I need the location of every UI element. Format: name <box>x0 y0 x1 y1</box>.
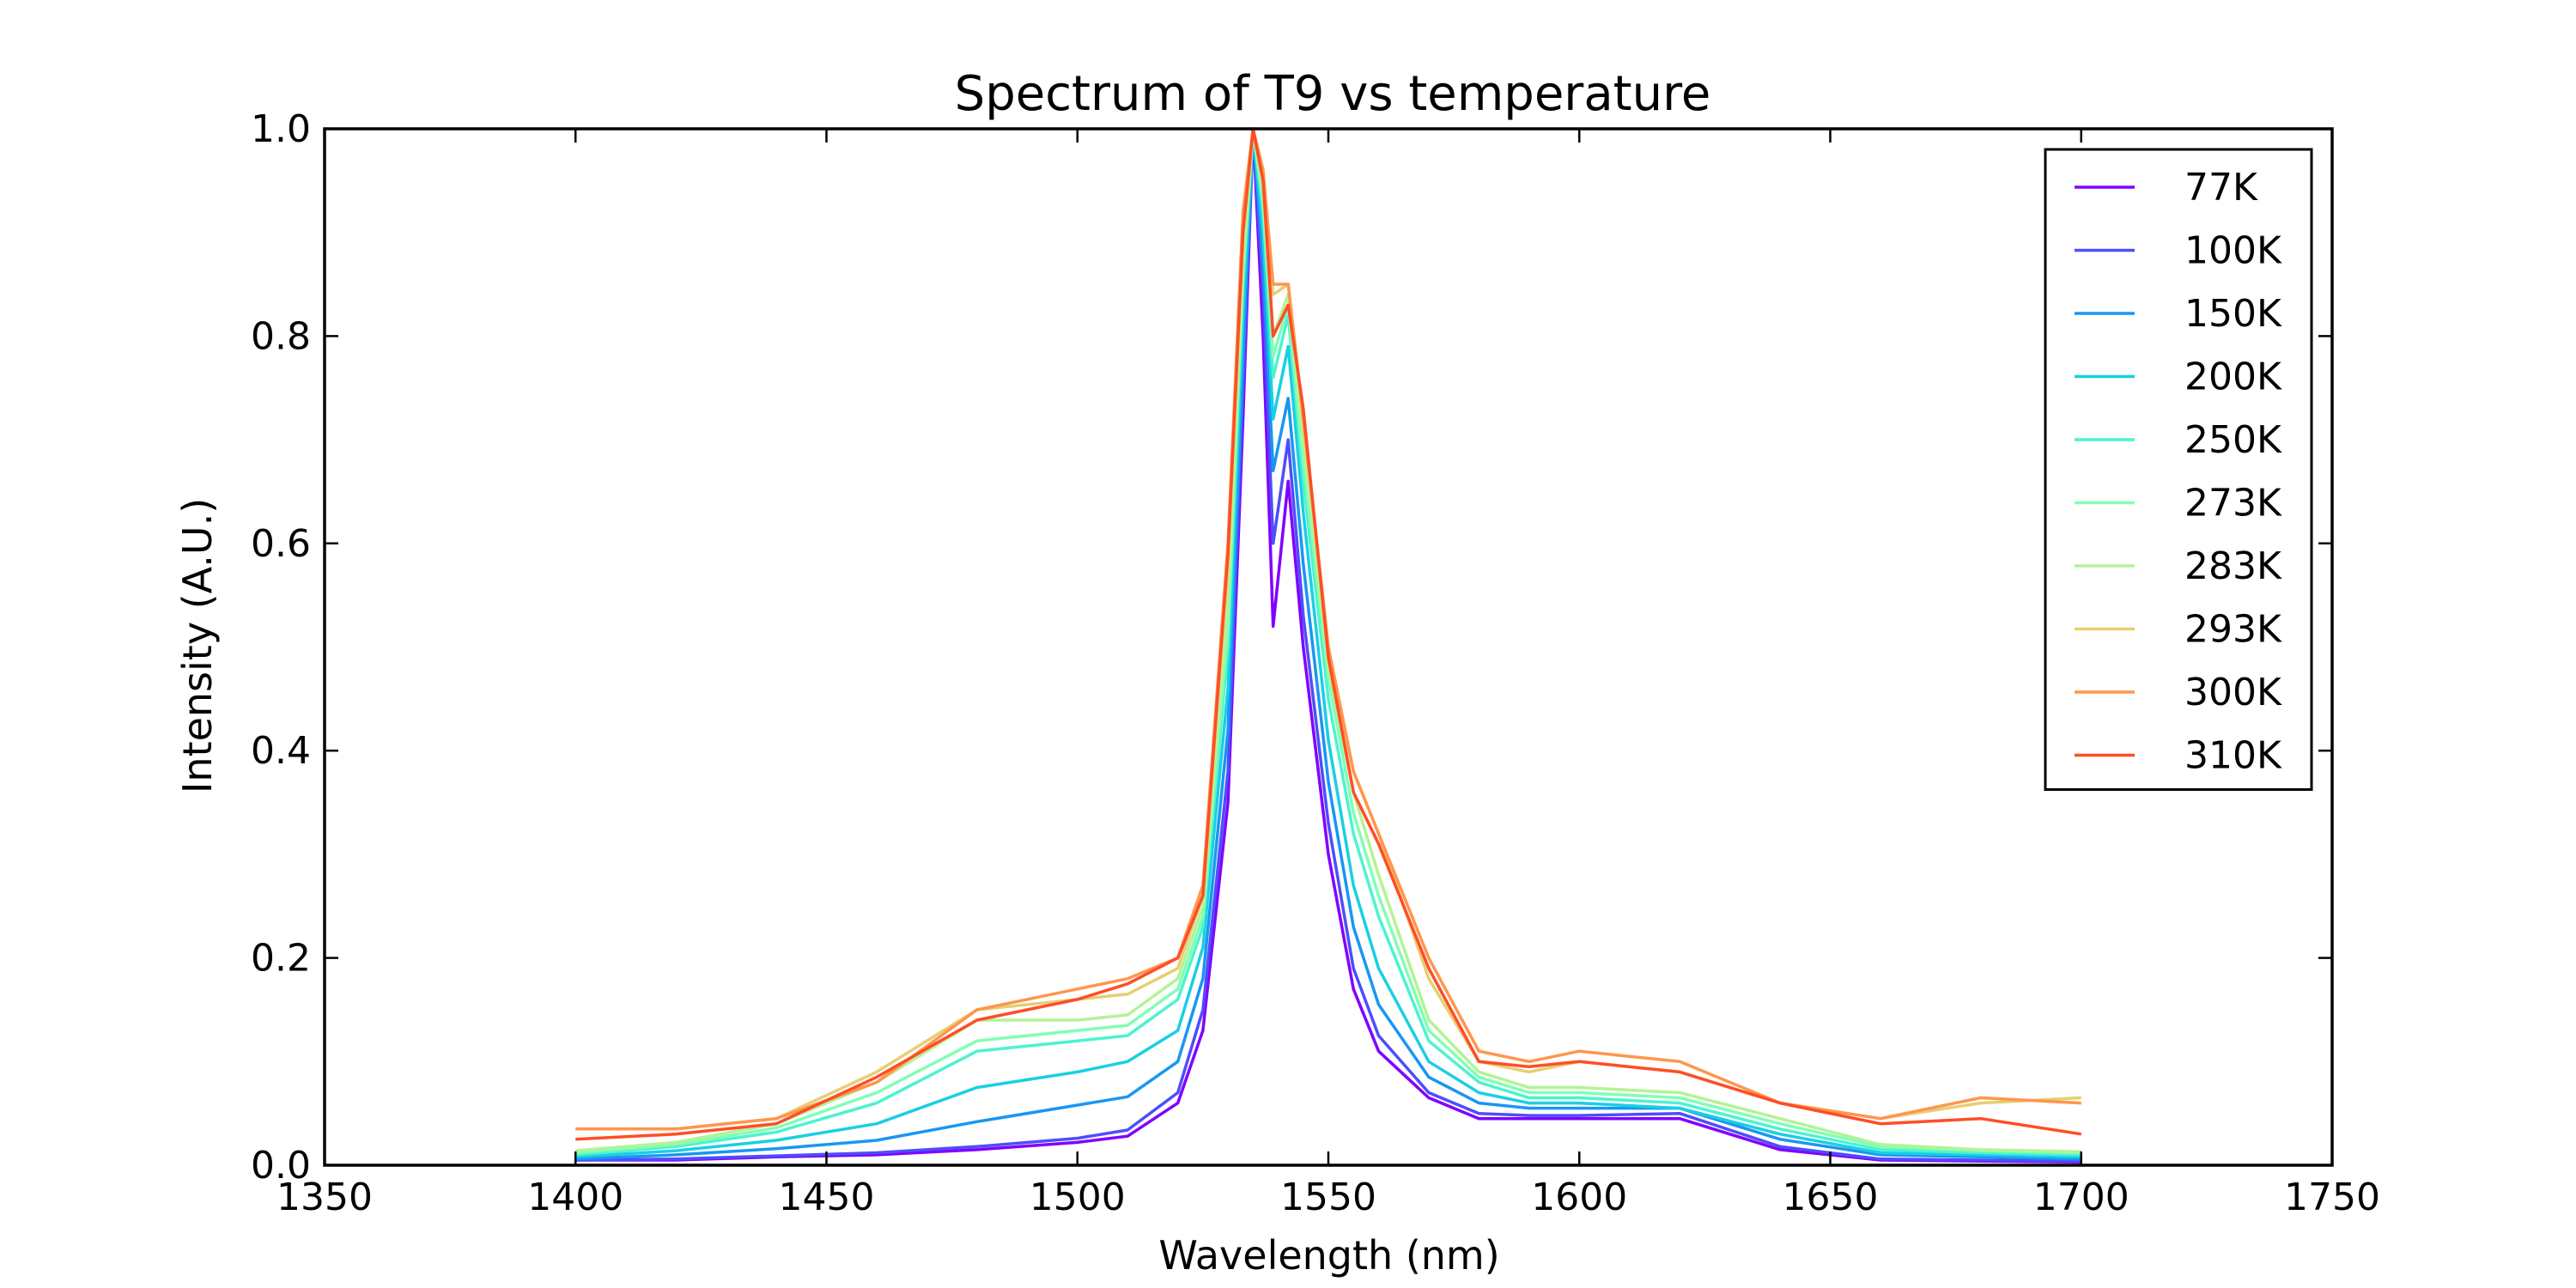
x-axis-ticks: 1350 1400 1450 1500 1550 1600 1650 1700 1750 <box>276 129 2380 1219</box>
x-tick-label: 1650 <box>1783 1176 1879 1219</box>
series-line-273K <box>575 127 2081 1155</box>
legend-label-310K: 310K <box>2184 734 2282 778</box>
series-line-283K <box>575 127 2081 1154</box>
legend-label-273K: 273K <box>2184 482 2282 526</box>
series-line-310K <box>575 127 2082 1141</box>
series-line-77K <box>575 127 2081 1164</box>
legend-label-100K: 100K <box>2184 229 2282 273</box>
x-tick-label: 1550 <box>1280 1176 1376 1219</box>
y-axis-label: Intensity (A.U.) <box>174 498 221 793</box>
legend-label-200K: 200K <box>2184 355 2282 399</box>
series-line-150K <box>575 127 2081 1161</box>
chart-title: Spectrum of T9 vs temperature <box>955 66 1711 122</box>
legend: 77K 100K 150K 200K 250K 273K 283K 293K 300K 310K <box>2044 148 2313 791</box>
y-tick-label: 1.0 <box>251 107 311 151</box>
legend-label-300K: 300K <box>2184 671 2282 714</box>
series-line-300K <box>575 127 2081 1131</box>
y-tick-label: 0.0 <box>251 1144 311 1188</box>
y-tick-label: 0.6 <box>251 522 311 566</box>
series-line-250K <box>575 127 2081 1157</box>
series-line-100K <box>575 127 2081 1163</box>
x-tick-label: 1600 <box>1531 1176 1627 1219</box>
legend-box <box>2044 148 2313 791</box>
x-tick-label: 1450 <box>779 1176 875 1219</box>
series-line-200K <box>575 127 2081 1159</box>
y-tick-label: 0.4 <box>251 729 311 773</box>
series-lines <box>575 127 2082 1164</box>
legend-label-283K: 283K <box>2184 544 2282 588</box>
x-axis-label: Wavelength (nm) <box>1158 1232 1499 1279</box>
y-tick-label: 0.8 <box>251 314 311 358</box>
y-tick-label: 0.2 <box>251 937 311 981</box>
x-tick-label: 1700 <box>2033 1176 2129 1219</box>
x-tick-label: 1400 <box>527 1176 623 1219</box>
x-tick-label: 1350 <box>276 1176 373 1219</box>
legend-label-77K: 77K <box>2184 166 2258 210</box>
legend-label-250K: 250K <box>2184 418 2282 462</box>
y-axis-ticks: 0.0 0.2 0.4 0.6 0.8 1.0 <box>251 107 2332 1188</box>
x-tick-label: 1500 <box>1030 1176 1126 1219</box>
legend-label-293K: 293K <box>2184 608 2282 652</box>
x-tick-label: 1750 <box>2284 1176 2380 1219</box>
legend-label-150K: 150K <box>2184 292 2282 336</box>
